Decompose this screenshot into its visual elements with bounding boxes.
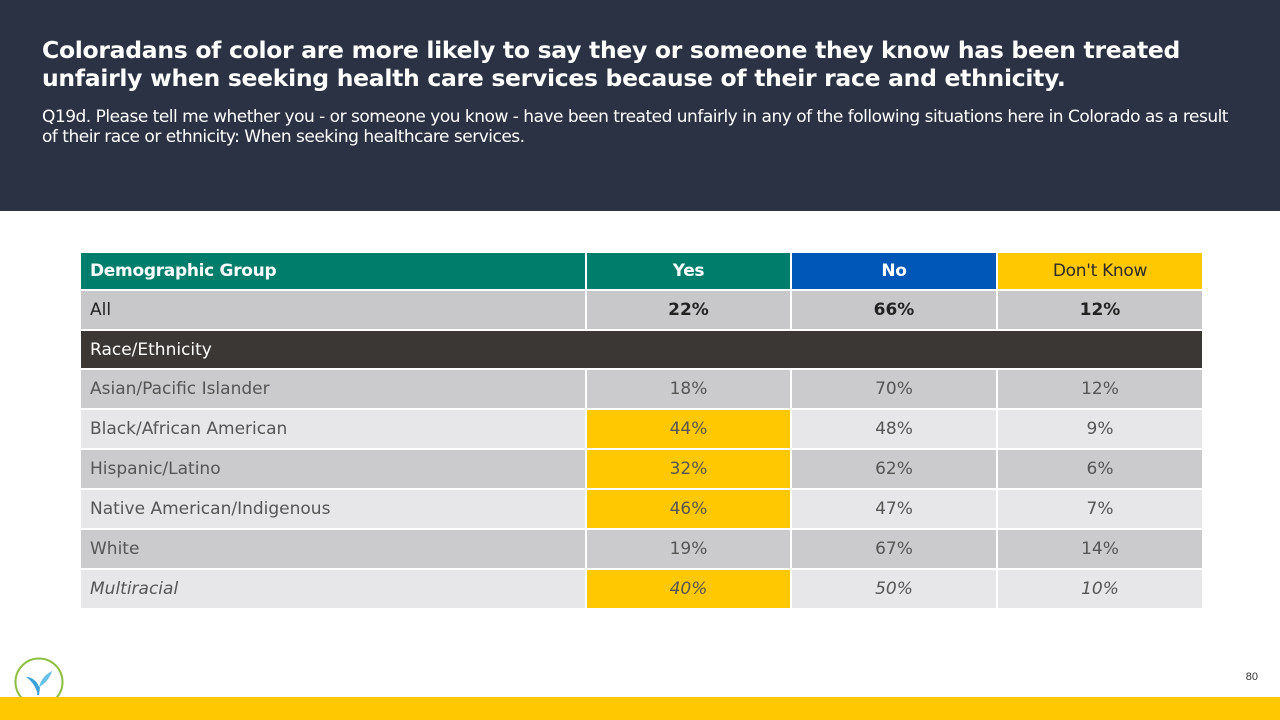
row-label: White — [79, 528, 587, 570]
dont-know-value: 10% — [996, 568, 1204, 610]
results-table: Demographic Group Yes No Don't Know All … — [79, 251, 1204, 610]
row-label: Asian/Pacific Islander — [79, 368, 587, 410]
dont-know-value: 6% — [996, 448, 1204, 490]
column-header-yes: Yes — [585, 251, 792, 291]
column-header-no: No — [790, 251, 998, 291]
no-value: 47% — [790, 488, 998, 530]
row-label: Hispanic/Latino — [79, 448, 587, 490]
no-value: 67% — [790, 528, 998, 570]
column-header-dont-know: Don't Know — [996, 251, 1204, 291]
table-row: White 19% 67% 14% — [79, 528, 1204, 570]
table-row: Asian/Pacific Islander 18% 70% 12% — [79, 368, 1204, 410]
dont-know-value: 7% — [996, 488, 1204, 530]
column-header-group: Demographic Group — [79, 251, 587, 291]
row-all-label: All — [79, 289, 587, 331]
row-all-no: 66% — [790, 289, 998, 331]
no-value: 70% — [790, 368, 998, 410]
no-value: 48% — [790, 408, 998, 450]
yes-value: 40% — [585, 568, 792, 610]
table-row: Black/African American 44% 48% 9% — [79, 408, 1204, 450]
footer-bar — [0, 697, 1280, 720]
no-value: 62% — [790, 448, 998, 490]
no-value: 50% — [790, 568, 998, 610]
leaf-logo-icon — [14, 657, 64, 707]
yes-value: 18% — [585, 368, 792, 410]
table-row: Hispanic/Latino 32% 62% 6% — [79, 448, 1204, 490]
page-number: 80 — [1245, 671, 1258, 683]
section-label: Race/Ethnicity — [79, 329, 1204, 370]
row-all-dont-know: 12% — [996, 289, 1204, 331]
header-row: Demographic Group Yes No Don't Know — [79, 251, 1204, 291]
section-row: Race/Ethnicity — [79, 329, 1204, 370]
dont-know-value: 14% — [996, 528, 1204, 570]
row-label: Black/African American — [79, 408, 587, 450]
yes-value: 19% — [585, 528, 792, 570]
yes-value: 46% — [585, 488, 792, 530]
header-band: Coloradans of color are more likely to s… — [0, 0, 1280, 211]
yes-value: 44% — [585, 408, 792, 450]
dont-know-value: 9% — [996, 408, 1204, 450]
slide-title: Coloradans of color are more likely to s… — [42, 36, 1181, 92]
yes-value: 32% — [585, 448, 792, 490]
row-all: All 22% 66% 12% — [79, 289, 1204, 331]
row-label: Multiracial — [79, 568, 587, 610]
table-row: Native American/Indigenous 46% 47% 7% — [79, 488, 1204, 530]
row-label: Native American/Indigenous — [79, 488, 587, 530]
row-all-yes: 22% — [585, 289, 792, 331]
dont-know-value: 12% — [996, 368, 1204, 410]
table-row: Multiracial 40% 50% 10% — [79, 568, 1204, 610]
question-text: Q19d. Please tell me whether you - or so… — [42, 107, 1228, 147]
